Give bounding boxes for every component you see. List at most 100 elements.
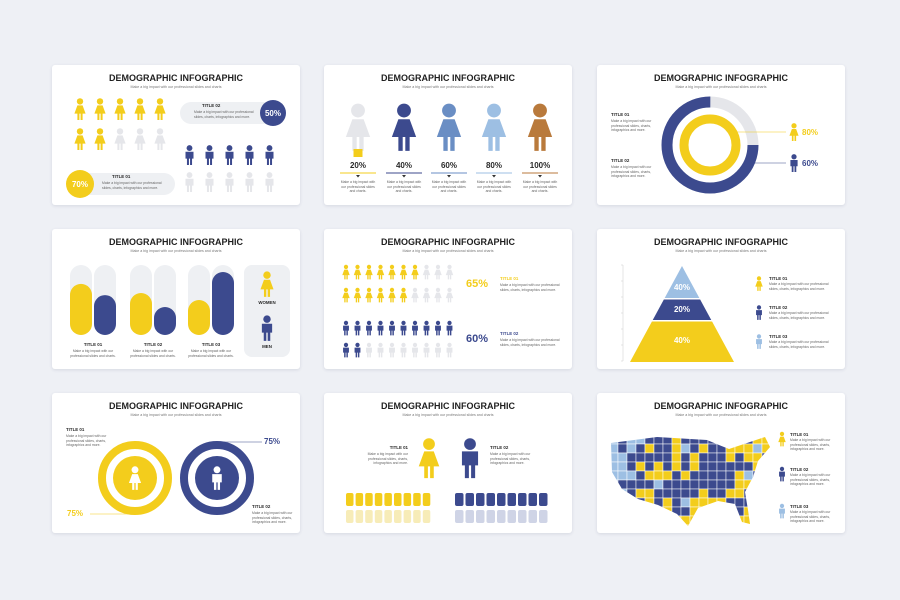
ring-outer	[661, 96, 759, 194]
woman-icon	[376, 287, 385, 303]
state	[734, 488, 745, 499]
state	[716, 515, 727, 526]
woman-icon	[94, 128, 106, 150]
bar	[346, 510, 354, 523]
item-text: Make a big impact with our professional …	[790, 510, 831, 524]
woman-icon	[114, 128, 126, 150]
item-text: Make a big impact with our professional …	[431, 180, 467, 194]
percent-label: 40%	[673, 283, 690, 292]
state	[635, 524, 646, 526]
state	[689, 479, 700, 490]
item-text: Make a big impact with our professional …	[769, 311, 829, 320]
state	[671, 515, 682, 526]
state	[662, 443, 673, 454]
state	[617, 470, 628, 481]
state	[689, 461, 700, 472]
slide-subtitle: Make a big impact with our professional …	[675, 249, 767, 253]
state	[635, 470, 646, 481]
state	[617, 443, 628, 454]
state	[662, 497, 673, 508]
woman-icon	[527, 103, 553, 151]
state	[626, 488, 637, 499]
item-title: TITLE 02	[143, 342, 163, 347]
item-text: Make a big impact with our professional …	[490, 452, 531, 466]
state	[689, 488, 700, 499]
item-title: TITLE 02	[202, 103, 221, 108]
bar	[394, 510, 402, 523]
woman-icon	[399, 287, 408, 303]
pill-fill	[188, 300, 210, 335]
state	[771, 480, 780, 489]
woman-icon	[134, 98, 146, 120]
bar	[413, 510, 421, 523]
state	[617, 479, 628, 490]
state	[734, 470, 745, 481]
state	[662, 452, 673, 463]
state	[743, 470, 754, 481]
state	[698, 488, 709, 499]
bar	[403, 493, 412, 506]
slide: DEMOGRAPHIC INFOGRAPHIC Make a big impact…	[597, 65, 845, 205]
item-title: TITLE 02	[490, 445, 509, 450]
man-icon	[461, 438, 479, 479]
state	[626, 443, 637, 454]
woman-icon	[388, 264, 396, 280]
state	[644, 470, 655, 481]
state	[617, 461, 628, 472]
state	[716, 479, 727, 490]
label-pill	[67, 173, 175, 195]
woman-icon	[418, 438, 440, 479]
man-icon	[446, 342, 453, 358]
woman-icon	[114, 98, 126, 120]
slide-graphics	[621, 264, 763, 362]
woman-icon	[342, 287, 350, 303]
man-icon	[185, 145, 194, 165]
item-text: Make a big impact with our professional …	[130, 349, 176, 358]
state	[680, 461, 691, 472]
man-icon	[790, 154, 798, 172]
state	[734, 461, 745, 472]
state	[771, 507, 780, 516]
state	[626, 479, 637, 490]
state	[611, 506, 619, 517]
state	[725, 488, 736, 499]
pointer	[447, 175, 451, 178]
woman-icon	[422, 264, 431, 280]
state	[716, 506, 727, 517]
state	[671, 479, 682, 490]
state	[725, 524, 736, 526]
state	[617, 497, 628, 508]
state	[734, 479, 745, 490]
item-title: TITLE 01	[500, 276, 519, 281]
state	[761, 524, 770, 526]
state	[707, 488, 718, 499]
woman-icon	[481, 103, 507, 151]
slide: DEMOGRAPHIC INFOGRAPHIC Make a big impact…	[597, 393, 845, 533]
state	[644, 524, 655, 526]
bar	[486, 493, 495, 506]
state	[626, 515, 637, 526]
item-title: TITLE 03	[790, 504, 809, 509]
state	[611, 452, 619, 463]
bar	[476, 493, 485, 506]
state	[689, 497, 700, 508]
item-text: Make a big impact with our professional …	[500, 283, 560, 292]
bar	[384, 493, 392, 506]
state	[680, 515, 691, 526]
woman-icon	[399, 264, 408, 280]
state	[761, 470, 770, 481]
bar	[518, 510, 527, 523]
bar	[346, 493, 354, 506]
item-text: Make a big impact with our professional …	[500, 338, 560, 347]
state	[644, 461, 655, 472]
state	[680, 452, 691, 463]
man-icon	[779, 466, 785, 482]
man-icon	[412, 320, 418, 336]
state	[716, 437, 727, 445]
bar	[403, 510, 412, 523]
state	[771, 462, 780, 471]
state	[671, 443, 682, 454]
pointer	[538, 175, 542, 178]
man-icon	[756, 305, 762, 320]
state	[707, 497, 718, 508]
